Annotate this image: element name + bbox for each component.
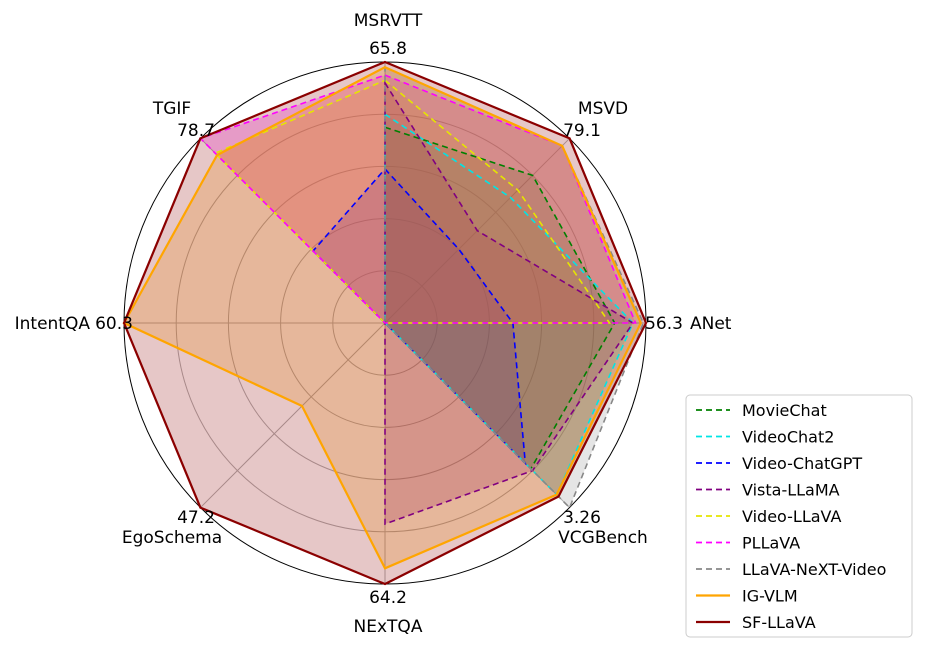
legend-label-llava-next-video: LLaVA-NeXT-Video — [742, 560, 886, 579]
axis-label-vcgbench: VCGBench — [558, 528, 648, 548]
series-line-sf-llava — [122, 60, 648, 586]
spoke-5 — [200, 322, 386, 508]
axis-max-intentqa: 60.3 — [95, 314, 133, 334]
series-area-ig-vlm — [124, 67, 641, 569]
axis-label-anet: ANet — [690, 314, 732, 334]
axis-label-msvd: MSVD — [578, 99, 628, 119]
series-line-ig-vlm — [122, 65, 643, 570]
series-area-llava-next-video — [385, 67, 644, 508]
legend-label-video-llava: Video-LLaVA — [742, 507, 841, 526]
axis-max-nextqa: 64.2 — [369, 588, 407, 608]
axis-max-egoschema: 47.2 — [177, 508, 215, 528]
legend-label-ig-vlm: IG-VLM — [742, 587, 798, 606]
legend-label-vista-llama: Vista-LLaMA — [742, 481, 840, 500]
legend-label-videochat2: VideoChat2 — [742, 428, 834, 447]
legend-label-moviechat: MovieChat — [742, 401, 827, 420]
axis-max-tgif: 78.7 — [177, 121, 215, 141]
legend-box — [685, 394, 913, 638]
axis-label-nextqa: NExTQA — [354, 617, 423, 637]
axis-max-msrvtt: 65.8 — [369, 39, 407, 59]
series-line-video-llava — [213, 79, 612, 324]
legend-label-video-chatgpt: Video-ChatGPT — [742, 454, 862, 473]
axis-label-intentqa: IntentQA — [15, 314, 91, 334]
series-area-video-llava — [215, 80, 610, 323]
legend: MovieChat VideoChat2 Video-ChatGPT Vista-LL… — [685, 394, 913, 638]
series-area-moviechat — [385, 127, 615, 469]
axis-max-vcgbench: 3.26 — [563, 508, 601, 528]
axis-max-msvd: 79.1 — [563, 121, 601, 141]
series-lines — [122, 60, 648, 586]
series-area-pllava — [200, 75, 636, 323]
legend-label-sf-llava: SF-LLaVA — [742, 613, 816, 632]
legend-label-pllava: PLLaVA — [742, 534, 800, 553]
axis-max-anet: 56.3 — [645, 314, 683, 334]
axis-label-msrvtt: MSRVTT — [354, 11, 423, 31]
series-area-video-chatgpt — [313, 169, 526, 464]
axis-label-tgif: TGIF — [152, 99, 191, 119]
axis-label-egoschema: EgoSchema — [122, 528, 222, 548]
